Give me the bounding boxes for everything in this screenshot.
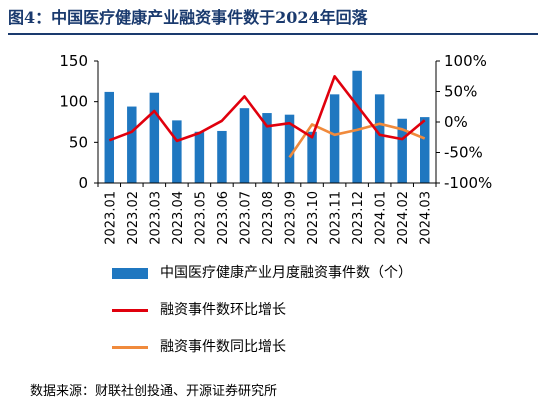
legend-swatch-bar [112, 267, 148, 279]
legend-swatch-yoy [112, 345, 148, 349]
x-tick-label: 2024.01 [374, 191, 389, 245]
bar [397, 118, 407, 183]
bar [284, 114, 295, 183]
x-tick-label: 2023.11 [329, 191, 344, 245]
bar [127, 106, 137, 183]
bar [329, 94, 340, 183]
right-tick-label: 0% [444, 113, 468, 131]
right-tick-label: -50% [444, 144, 483, 162]
bar [172, 120, 182, 183]
title-rule [8, 33, 538, 35]
bar [239, 108, 250, 183]
left-tick-label: 50 [69, 133, 88, 151]
bar [217, 130, 227, 183]
legend-swatch-mom [112, 308, 148, 312]
x-tick-label: 2023.10 [306, 191, 321, 245]
right-tick-label: 100% [444, 52, 487, 70]
legend-item-yoy: 融资事件数同比增长 [112, 337, 286, 357]
x-tick-label: 2023.01 [103, 191, 118, 245]
bar [104, 91, 114, 183]
bar [194, 131, 205, 183]
bar [420, 117, 430, 183]
bar [262, 113, 272, 183]
x-tick-label: 2023.02 [126, 191, 141, 245]
bar [374, 94, 385, 183]
x-tick-label: 2023.12 [351, 191, 366, 245]
x-tick-label: 2023.05 [193, 191, 208, 245]
x-tick-label: 2024.03 [419, 191, 434, 245]
bar [352, 70, 362, 183]
chart: 0 50 100 150 -100% -50% 0% 50% 100% 2023.01 2023.0… [59, 52, 492, 245]
x-tick-label: 2023.04 [171, 191, 186, 245]
legend-item-bar: 中国医疗健康产业月度融资事件数（个） [112, 263, 412, 283]
x-tick-label: 2023.07 [238, 191, 253, 245]
chart-title: 图4：中国医疗健康产业融资事件数于2024年回落 [8, 8, 368, 27]
left-tick-label: 0 [78, 174, 88, 192]
bar [307, 131, 317, 183]
legend-item-mom: 融资事件数环比增长 [112, 300, 286, 320]
right-tick-label: 50% [444, 83, 477, 101]
x-tick-label: 2023.08 [261, 191, 276, 245]
bar [149, 92, 160, 183]
legend-label-bar: 中国医疗健康产业月度融资事件数（个） [160, 265, 412, 281]
legend-label-mom: 融资事件数环比增长 [160, 302, 286, 318]
left-tick-label: 100 [59, 93, 88, 111]
legend-label-yoy: 融资事件数同比增长 [160, 339, 286, 355]
x-tick-label: 2024.02 [396, 191, 411, 245]
x-tick-label: 2023.06 [216, 191, 231, 245]
right-tick-label: -100% [444, 174, 492, 192]
left-tick-label: 150 [59, 52, 88, 70]
x-tick-label: 2023.09 [284, 191, 299, 245]
source-note: 数据来源：财联社创投通、开源证券研究所 [30, 384, 278, 399]
x-tick-label: 2023.03 [148, 191, 163, 245]
